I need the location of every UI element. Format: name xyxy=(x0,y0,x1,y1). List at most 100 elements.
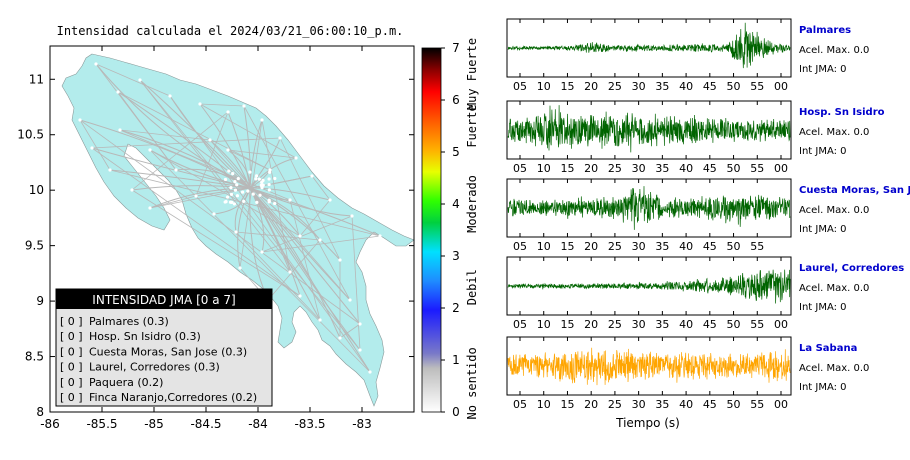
seismogram-xtick-label: 25 xyxy=(608,398,622,411)
town-marker xyxy=(260,118,264,122)
seismogram-xtick-label: 35 xyxy=(655,398,669,411)
town-marker xyxy=(233,179,237,184)
seismogram-xtick-label: 15 xyxy=(560,398,574,411)
town-marker xyxy=(148,148,152,152)
town-marker xyxy=(235,183,239,187)
road xyxy=(239,119,263,269)
road xyxy=(199,103,251,189)
colorbar-tick-label: 7 xyxy=(452,41,460,55)
town-marker xyxy=(94,62,98,66)
seismogram-xtick-label: 10 xyxy=(537,80,551,93)
town-marker xyxy=(224,200,228,204)
map-ytick-label: 11 xyxy=(29,72,44,86)
seismogram-xtick-label: 50 xyxy=(727,318,741,331)
road xyxy=(249,187,371,373)
map-xtick-label: -84 xyxy=(248,417,268,431)
road xyxy=(227,149,251,189)
seismogram-xtick-label: 20 xyxy=(584,398,598,411)
colorbar-category-label: Fuerte xyxy=(465,104,479,147)
town-marker xyxy=(248,170,252,174)
seismogram-xtick-label: 10 xyxy=(537,162,551,175)
seismogram-xtick-label: 15 xyxy=(560,318,574,331)
town-marker xyxy=(231,172,235,176)
road xyxy=(339,323,361,339)
map-title: Intensidad calculada el 2024/03/21_06:00… xyxy=(57,24,404,38)
seismogram-xtick-label: 35 xyxy=(655,240,669,253)
map-xtick-label: -85 xyxy=(144,417,164,431)
road xyxy=(311,175,331,201)
seismogram-xtick-label: 20 xyxy=(584,318,598,331)
road xyxy=(237,187,251,269)
road xyxy=(149,149,371,373)
seismogram-panels: 05 10 15 20 25 30 35 40 45 50 55 00 Palmares Acel. Ma… xyxy=(506,18,910,411)
town-marker xyxy=(226,148,230,152)
road xyxy=(199,103,297,159)
colorbar-tick-label: 2 xyxy=(452,301,460,315)
seismogram-xtick-label: 45 xyxy=(703,318,717,331)
seismogram-xtick-label: 05 xyxy=(513,240,527,253)
road xyxy=(209,139,351,301)
seismogram-xtick-label: 30 xyxy=(632,162,646,175)
seismogram-xtick-label: 00 xyxy=(774,162,788,175)
town-marker xyxy=(194,194,198,198)
town-marker xyxy=(227,169,231,173)
town-marker xyxy=(267,198,271,202)
seismogram-xtick-label: 00 xyxy=(774,318,788,331)
map-ytick-label: 8 xyxy=(36,405,44,419)
seismogram-xtick-label: 15 xyxy=(560,80,574,93)
intensity-legend: INTENSIDAD JMA [0 a 7] [ 0 ] Palmares (0.… xyxy=(55,288,273,407)
legend-item-label: Laurel, Corredores (0.3) xyxy=(89,361,220,374)
map-frame xyxy=(49,45,415,413)
legend-item-code: [ 0 ] xyxy=(60,315,83,328)
station-accel: Acel. Max. 0.0 xyxy=(799,45,869,56)
road xyxy=(79,119,251,189)
station-name: Palmares xyxy=(799,25,851,36)
seismogram-xtick-label: 50 xyxy=(727,240,741,253)
road xyxy=(95,63,171,97)
road xyxy=(209,139,251,189)
town-marker xyxy=(267,188,271,192)
seismogram-xtick-label: 55 xyxy=(750,318,764,331)
station-accel: Acel. Max. 0.0 xyxy=(799,283,869,294)
road xyxy=(243,105,351,301)
town-marker xyxy=(258,193,262,197)
map-xtick-label: -83.5 xyxy=(294,417,325,431)
seismogram-xtick-label: 10 xyxy=(537,240,551,253)
road xyxy=(131,189,301,297)
colorbar-ticks: 0 1 2 3 4 5 6 7 xyxy=(441,41,460,419)
seismogram-xtick-label: 45 xyxy=(703,398,717,411)
colorbar-tick-label: 3 xyxy=(452,249,460,263)
seismogram-xtick-label: 25 xyxy=(608,80,622,93)
seismogram-frame xyxy=(506,336,792,396)
town-marker xyxy=(118,128,122,132)
town-marker xyxy=(318,318,322,322)
road xyxy=(249,187,301,237)
station-name: Hosp. Sn Isidro xyxy=(799,107,885,118)
station-accel: Acel. Max. 0.0 xyxy=(799,363,869,374)
road xyxy=(249,187,341,339)
road xyxy=(131,185,251,191)
town-marker xyxy=(226,110,230,114)
town-marker xyxy=(168,94,172,98)
town-marker xyxy=(246,189,250,193)
town-marker xyxy=(254,177,258,181)
colorbar-tick-label: 6 xyxy=(452,93,460,107)
seismogram-xtick-label: 20 xyxy=(584,162,598,175)
road xyxy=(351,215,361,351)
road xyxy=(249,187,321,241)
town-marker xyxy=(255,200,259,204)
colorbar-tick-label: 1 xyxy=(452,353,460,367)
seismogram-xtick-label: 40 xyxy=(679,240,693,253)
road xyxy=(91,147,301,297)
seismogram-xtick-label: 45 xyxy=(703,240,717,253)
town-marker xyxy=(116,90,120,94)
station-accel: Acel. Max. 0.0 xyxy=(799,127,869,138)
seismogram-2: 05 10 15 20 25 30 35 40 45 50 55 Cuesta Moras, San … xyxy=(506,178,910,253)
road xyxy=(95,63,177,171)
seismogram-xtick-label: 05 xyxy=(513,318,527,331)
town-markers xyxy=(78,62,382,374)
seismogram-xtick-label: 20 xyxy=(584,80,598,93)
waveform-trace xyxy=(507,186,791,230)
